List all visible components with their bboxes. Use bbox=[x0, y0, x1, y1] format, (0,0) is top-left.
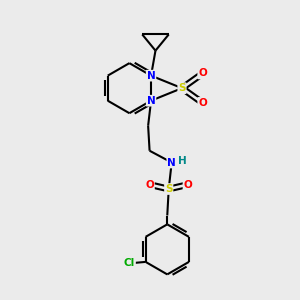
Text: N: N bbox=[147, 96, 155, 106]
Text: O: O bbox=[198, 68, 207, 78]
Text: O: O bbox=[198, 98, 207, 108]
Text: O: O bbox=[184, 180, 192, 190]
Text: H: H bbox=[178, 156, 186, 166]
Text: S: S bbox=[165, 184, 172, 194]
Text: N: N bbox=[147, 71, 155, 81]
Text: N: N bbox=[167, 158, 176, 167]
Text: O: O bbox=[145, 180, 154, 190]
Text: S: S bbox=[178, 83, 186, 93]
Text: Cl: Cl bbox=[124, 258, 135, 268]
